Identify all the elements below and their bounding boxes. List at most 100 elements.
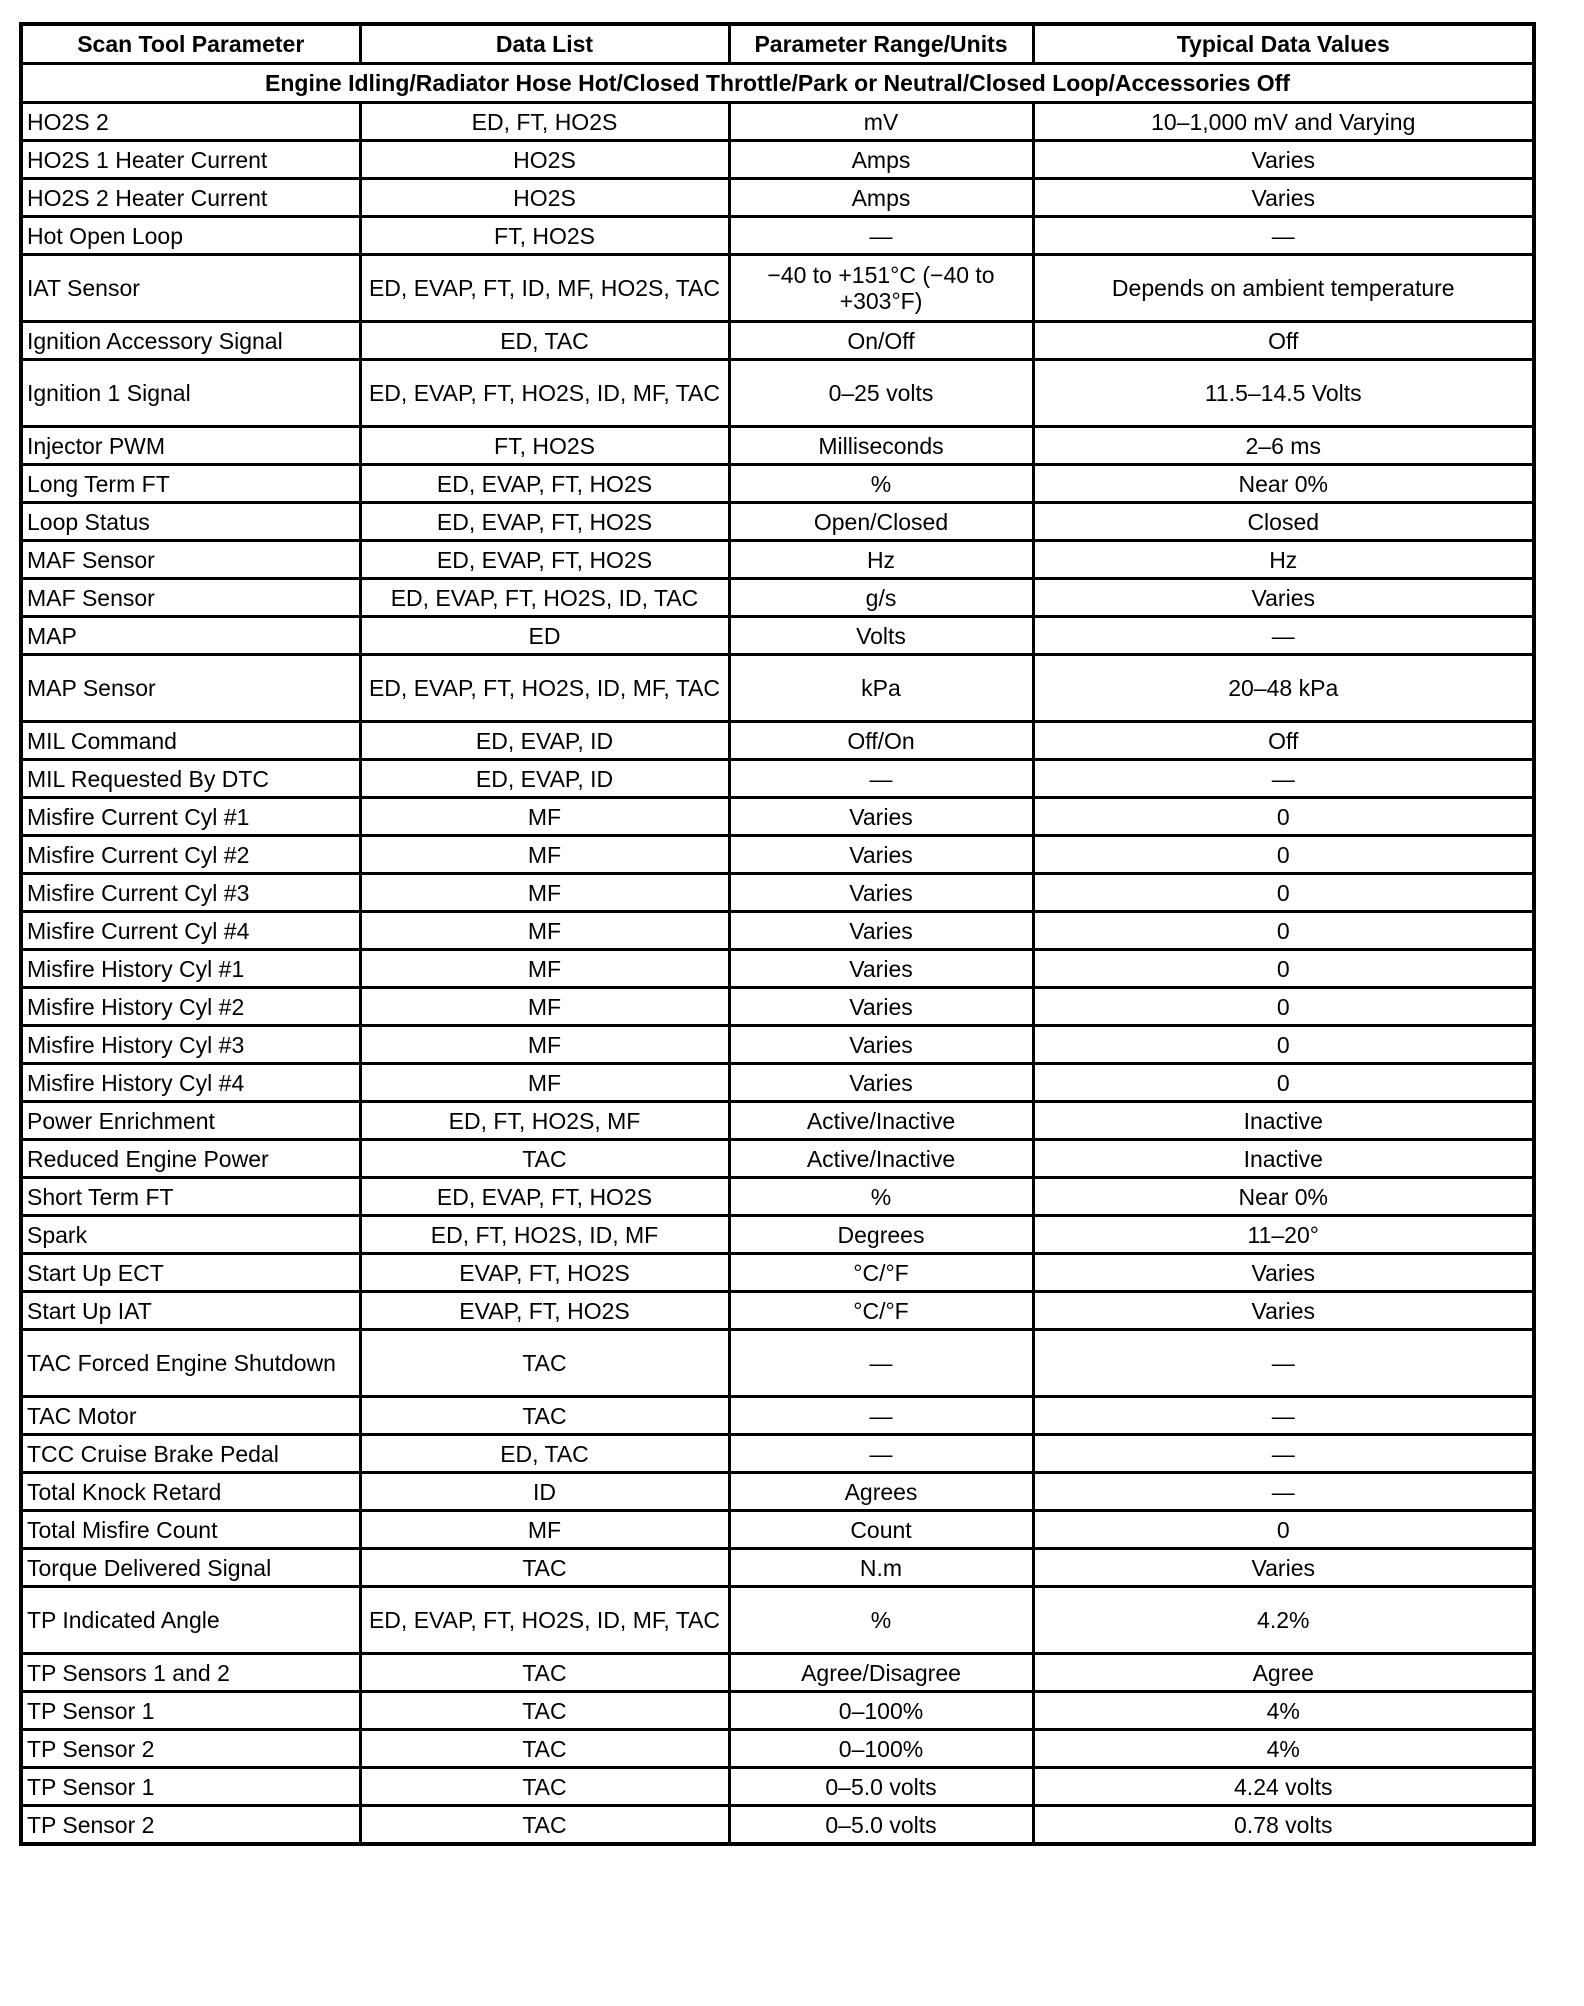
range-units-cell: 0–5.0 volts <box>727 1766 1035 1807</box>
parameter-cell: Misfire Current Cyl #2 <box>19 834 362 875</box>
data-list-cell: ED, EVAP, FT, HO2S, ID, MF, TAC <box>358 653 731 723</box>
data-list-cell: HO2S <box>358 139 731 180</box>
parameter-cell: MIL Command <box>19 720 362 761</box>
data-list-cell: EVAP, FT, HO2S <box>358 1252 731 1293</box>
parameter-cell: TP Sensors 1 and 2 <box>19 1652 362 1693</box>
data-list-cell: MF <box>358 872 731 913</box>
data-list-cell: FT, HO2S <box>358 425 731 466</box>
parameter-cell: Start Up IAT <box>19 1290 362 1331</box>
data-list-cell: EVAP, FT, HO2S <box>358 1290 731 1331</box>
parameter-cell: Ignition Accessory Signal <box>19 320 362 361</box>
range-units-cell: Varies <box>727 986 1035 1027</box>
data-list-cell: HO2S <box>358 177 731 218</box>
typical-value-cell: Varies <box>1031 1547 1536 1588</box>
data-list-cell: ED, FT, HO2S, MF <box>358 1100 731 1141</box>
range-units-cell: Amps <box>727 139 1035 180</box>
table-row: MIL Requested By DTC ED, EVAP, ID — — <box>19 758 1536 799</box>
data-list-cell: TAC <box>358 1138 731 1179</box>
range-units-cell: N.m <box>727 1547 1035 1588</box>
table-row: Start Up ECT EVAP, FT, HO2S °C/°F Varies <box>19 1252 1536 1293</box>
typical-value-cell: — <box>1031 758 1536 799</box>
data-list-cell: ED, TAC <box>358 320 731 361</box>
data-list-cell: ED, EVAP, FT, HO2S, ID, MF, TAC <box>358 1585 731 1655</box>
range-units-cell: Degrees <box>727 1214 1035 1255</box>
range-units-cell: Active/Inactive <box>727 1100 1035 1141</box>
parameter-cell: Injector PWM <box>19 425 362 466</box>
range-units-cell: Count <box>727 1509 1035 1550</box>
range-units-cell: Varies <box>727 1024 1035 1065</box>
data-list-cell: TAC <box>358 1766 731 1807</box>
parameter-cell: Ignition 1 Signal <box>19 358 362 428</box>
parameter-cell: Hot Open Loop <box>19 215 362 256</box>
parameter-cell: Power Enrichment <box>19 1100 362 1141</box>
parameter-cell: Misfire History Cyl #2 <box>19 986 362 1027</box>
range-units-cell: % <box>727 463 1035 504</box>
parameter-cell: MAP Sensor <box>19 653 362 723</box>
table-row: Torque Delivered Signal TAC N.m Varies <box>19 1547 1536 1588</box>
table-row: MAF Sensor ED, EVAP, FT, HO2S, ID, TAC g/s… <box>19 577 1536 618</box>
range-units-cell: Varies <box>727 834 1035 875</box>
data-list-cell: ED, EVAP, FT, HO2S, ID, MF, TAC <box>358 358 731 428</box>
table-row: MIL Command ED, EVAP, ID Off/On Off <box>19 720 1536 761</box>
range-units-cell: Varies <box>727 948 1035 989</box>
data-list-cell: ED, TAC <box>358 1433 731 1474</box>
parameter-cell: Misfire History Cyl #4 <box>19 1062 362 1103</box>
parameter-cell: Total Knock Retard <box>19 1471 362 1512</box>
data-list-cell: ED, EVAP, FT, ID, MF, HO2S, TAC <box>358 253 731 323</box>
typical-value-cell: 0 <box>1031 872 1536 913</box>
table-row: Power Enrichment ED, FT, HO2S, MF Active/I… <box>19 1100 1536 1141</box>
range-units-cell: −40 to +151°C (−40 to +303°F) <box>727 253 1035 323</box>
data-list-cell: MF <box>358 1509 731 1550</box>
table-row: Loop Status ED, EVAP, FT, HO2S Open/Closed… <box>19 501 1536 542</box>
parameter-cell: Misfire Current Cyl #4 <box>19 910 362 951</box>
data-list-cell: TAC <box>358 1728 731 1769</box>
table-row: Misfire History Cyl #1 MF Varies 0 <box>19 948 1536 989</box>
table-row: TAC Motor TAC — — <box>19 1395 1536 1436</box>
data-list-cell: TAC <box>358 1804 731 1846</box>
range-units-cell: 0–100% <box>727 1728 1035 1769</box>
typical-value-cell: 4% <box>1031 1728 1536 1769</box>
typical-value-cell: Varies <box>1031 577 1536 618</box>
typical-value-cell: — <box>1031 615 1536 656</box>
table-row: Misfire History Cyl #4 MF Varies 0 <box>19 1062 1536 1103</box>
range-units-cell: 0–100% <box>727 1690 1035 1731</box>
range-units-cell: Agree/Disagree <box>727 1652 1035 1693</box>
data-list-cell: ED, FT, HO2S <box>358 101 731 142</box>
table-row: Misfire History Cyl #3 MF Varies 0 <box>19 1024 1536 1065</box>
table-row: Long Term FT ED, EVAP, FT, HO2S% Near 0% <box>19 463 1536 504</box>
table-row: MAF Sensor ED, EVAP, FT, HO2S Hz Hz <box>19 539 1536 580</box>
table-row: TP Sensor 1 TAC 0–100% 4% <box>19 1690 1536 1731</box>
typical-value-cell: 4.2% <box>1031 1585 1536 1655</box>
table-row: HO2S 1 Heater Current HO2S Amps Varies <box>19 139 1536 180</box>
table-row: TP Sensor 2 TAC 0–100% 4% <box>19 1728 1536 1769</box>
data-list-cell: ED <box>358 615 731 656</box>
range-units-cell: — <box>727 1395 1035 1436</box>
table-row: Injector PWM FT, HO2S Milliseconds 2–6 ms <box>19 425 1536 466</box>
range-units-cell: % <box>727 1176 1035 1217</box>
typical-value-cell: Inactive <box>1031 1100 1536 1141</box>
table-row: TP Indicated Angle ED, EVAP, FT, HO2S, ID… <box>19 1585 1536 1655</box>
range-units-cell: Active/Inactive <box>727 1138 1035 1179</box>
range-units-cell: On/Off <box>727 320 1035 361</box>
table-row: Misfire History Cyl #2 MF Varies 0 <box>19 986 1536 1027</box>
parameter-cell: TCC Cruise Brake Pedal <box>19 1433 362 1474</box>
range-units-cell: % <box>727 1585 1035 1655</box>
table-row: Ignition Accessory Signal ED, TAC On/Off Of… <box>19 320 1536 361</box>
typical-value-cell: — <box>1031 1328 1536 1398</box>
typical-value-cell: 0.78 volts <box>1031 1804 1536 1846</box>
typical-value-cell: Agree <box>1031 1652 1536 1693</box>
parameter-cell: Misfire Current Cyl #3 <box>19 872 362 913</box>
parameter-cell: HO2S 2 Heater Current <box>19 177 362 218</box>
table-row: Misfire Current Cyl #1 MF Varies 0 <box>19 796 1536 837</box>
header-parameter-range-units: Parameter Range/Units <box>727 22 1035 65</box>
scan-tool-data-table: Scan Tool Parameter Data List Parameter … <box>19 22 1536 1846</box>
data-list-cell: TAC <box>358 1547 731 1588</box>
table-row: HO2S 2 ED, FT, HO2S mV 10–1,000 mV and Vary… <box>19 101 1536 142</box>
condition-row: Engine Idling/Radiator Hose Hot/Closed T… <box>19 62 1536 104</box>
typical-value-cell: 11.5–14.5 Volts <box>1031 358 1536 428</box>
typical-value-cell: 0 <box>1031 1509 1536 1550</box>
data-list-cell: MF <box>358 910 731 951</box>
data-list-cell: MF <box>358 1024 731 1065</box>
table-row: Start Up IAT EVAP, FT, HO2S °C/°F Varies <box>19 1290 1536 1331</box>
header-row: Scan Tool Parameter Data List Parameter … <box>19 22 1536 65</box>
